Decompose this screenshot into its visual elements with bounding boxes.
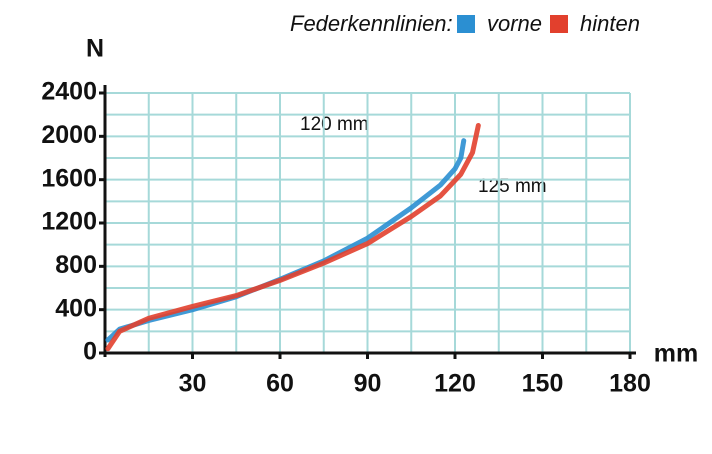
- annotation: 120 mm: [300, 114, 369, 135]
- y-tick-label: 800: [55, 251, 97, 279]
- x-tick-label: 150: [522, 370, 564, 398]
- x-tick-label: 120: [434, 370, 476, 398]
- y-tick-label: 1200: [41, 208, 97, 236]
- x-tick-label: 30: [179, 370, 207, 398]
- y-axis-label: N: [86, 35, 104, 63]
- x-tick-label: 180: [609, 370, 651, 398]
- y-tick-label: 2000: [41, 121, 97, 149]
- x-axis-label: mm: [654, 340, 698, 368]
- legend-swatch: [457, 15, 475, 33]
- series-line: [105, 123, 481, 352]
- legend-swatch: [550, 15, 568, 33]
- legend-label: vorne: [487, 11, 542, 36]
- y-tick-label: 0: [83, 338, 97, 366]
- y-tick-label: 2400: [41, 78, 97, 106]
- y-tick-label: 1600: [41, 164, 97, 192]
- x-tick-label: 90: [354, 370, 382, 398]
- annotation: 125 mm: [478, 176, 547, 197]
- legend-label: hinten: [580, 11, 640, 36]
- x-tick-label: 60: [266, 370, 294, 398]
- legend-title: Federkennlinien:: [290, 11, 453, 36]
- y-tick-label: 400: [55, 294, 97, 322]
